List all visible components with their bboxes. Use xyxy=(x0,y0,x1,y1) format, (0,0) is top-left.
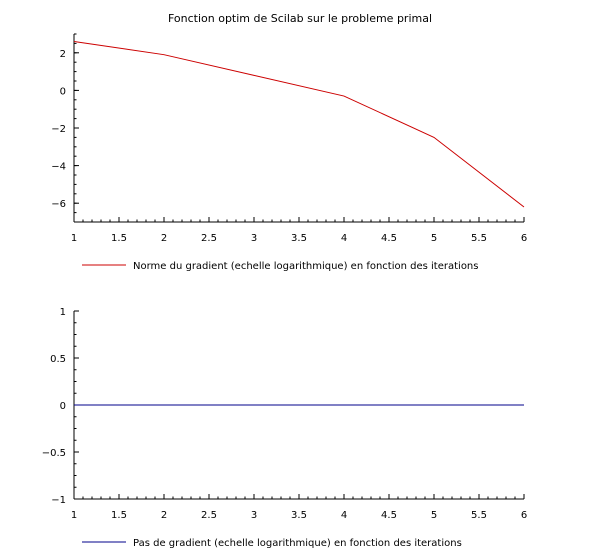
chart-top-x-tick-label: 3.5 xyxy=(291,233,307,244)
chart-bottom-y-tick-label: 1 xyxy=(60,307,66,318)
chart-bottom-y-tick-label: −1 xyxy=(51,495,66,506)
chart-top-x-tick-label: 2.5 xyxy=(201,233,217,244)
chart-top-y-tick-label: −6 xyxy=(51,199,66,210)
chart-bottom-x-axis: 1 1.5 2 2.5 3 3.5 4 4.5 5 5.5 6 xyxy=(71,494,527,521)
chart-bottom-y-tick-label: −0.5 xyxy=(42,448,66,459)
chart-top-x-tick-label: 1 xyxy=(71,233,77,244)
chart-bottom-x-tick-label: 1 xyxy=(71,510,77,521)
chart-top-x-tick-label: 4 xyxy=(341,233,347,244)
chart-bottom-x-tick-label: 3 xyxy=(251,510,257,521)
chart-top-legend: Norme du gradient (echelle logarithmique… xyxy=(82,261,478,272)
chart-top-y-tick-label: −4 xyxy=(51,162,66,173)
chart-top-x-axis: 1 1.5 2 2.5 3 3.5 4 4.5 5 5.5 6 xyxy=(71,217,527,244)
chart-bottom-x-tick-label: 2.5 xyxy=(201,510,217,521)
chart-bottom-legend-label: Pas de gradient (echelle logarithmique) … xyxy=(133,538,462,549)
chart-bottom-y-tick-label: 0 xyxy=(60,401,66,412)
chart-top-title: Fonction optim de Scilab sur le probleme… xyxy=(168,12,432,25)
chart-bottom-y-axis: 1 0.5 0 −0.5 −1 xyxy=(42,307,79,506)
chart-top-y-axis: 2 0 −2 −4 −6 xyxy=(51,33,79,223)
chart-bottom-x-tick-label: 5 xyxy=(431,510,437,521)
chart-bottom-x-tick-label: 3.5 xyxy=(291,510,307,521)
chart-bottom-y-tick-label: 0.5 xyxy=(50,354,66,365)
chart-bottom: 1 1.5 2 2.5 3 3.5 4 4.5 5 5.5 6 1 0.5 0 −0.5 −1 Pas de… xyxy=(42,307,527,549)
chart-top-x-tick-label: 5.5 xyxy=(471,233,487,244)
chart-bottom-x-tick-label: 5.5 xyxy=(471,510,487,521)
chart-top-x-tick-label: 2 xyxy=(161,233,167,244)
chart-top: Fonction optim de Scilab sur le probleme… xyxy=(51,12,527,272)
chart-bottom-x-tick-label: 4 xyxy=(341,510,347,521)
chart-top-y-tick-label: 0 xyxy=(60,86,66,97)
chart-bottom-x-tick-label: 2 xyxy=(161,510,167,521)
chart-top-y-tick-label: −2 xyxy=(51,124,66,135)
chart-bottom-x-tick-label: 6 xyxy=(521,510,527,521)
chart-top-y-tick-label: 2 xyxy=(60,49,66,60)
chart-bottom-x-tick-label: 4.5 xyxy=(381,510,397,521)
chart-bottom-legend: Pas de gradient (echelle logarithmique) … xyxy=(82,538,462,549)
chart-top-series xyxy=(73,41,525,208)
chart-top-x-tick-label: 4.5 xyxy=(381,233,397,244)
chart-top-x-tick-label: 6 xyxy=(521,233,527,244)
chart-top-series-line xyxy=(73,41,525,208)
chart-top-legend-label: Norme du gradient (echelle logarithmique… xyxy=(133,261,478,272)
chart-bottom-x-tick-label: 1.5 xyxy=(111,510,127,521)
chart-top-x-tick-label: 5 xyxy=(431,233,437,244)
chart-top-x-tick-label: 1.5 xyxy=(111,233,127,244)
chart-top-x-tick-label: 3 xyxy=(251,233,257,244)
